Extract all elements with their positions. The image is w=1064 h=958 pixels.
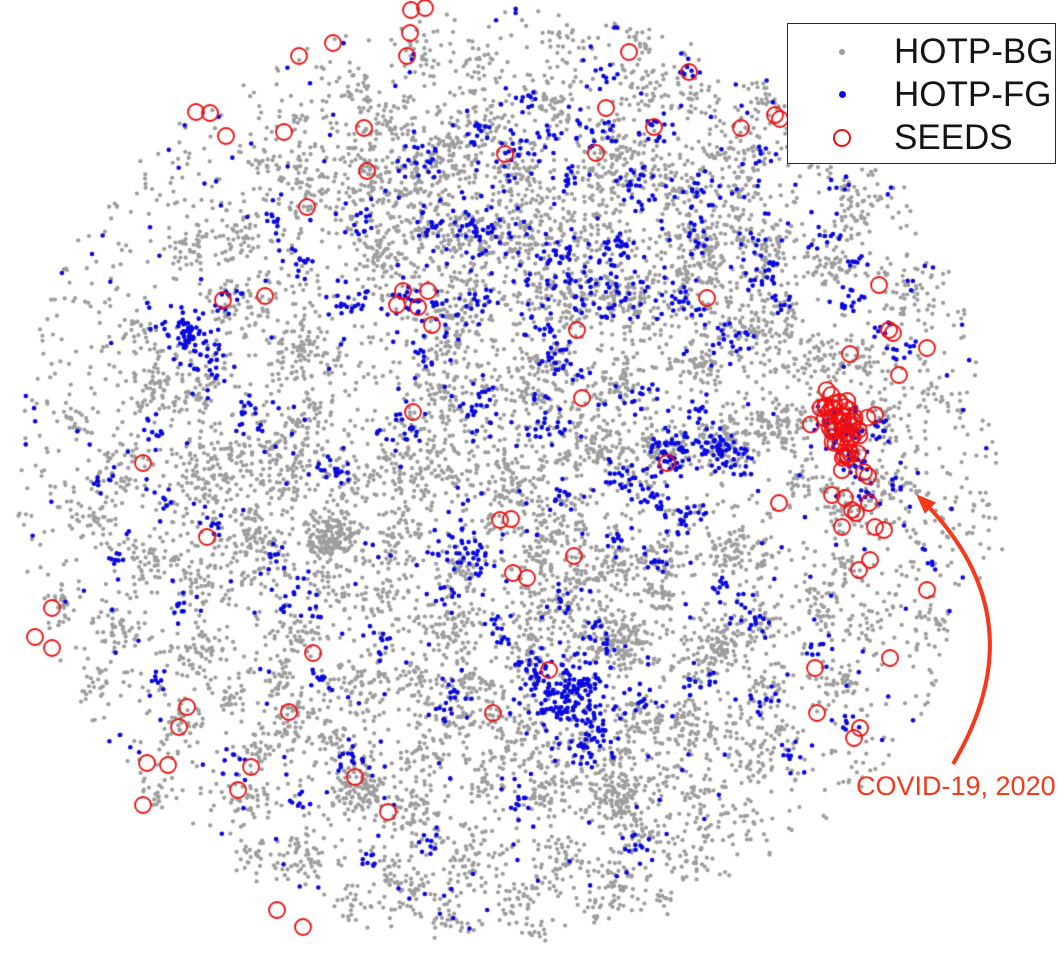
legend-label-hotp-fg: HOTP-FG: [894, 75, 1052, 114]
hotp-fg-dot-icon: [838, 91, 846, 98]
legend-label-hotp-bg: HOTP-BG: [894, 32, 1054, 71]
legend-label-seeds: SEEDS: [894, 118, 1013, 157]
legend-item-seeds: SEEDS: [788, 116, 1055, 159]
hotp-bg-dot-icon: [839, 48, 845, 55]
legend-item-hotp-fg: HOTP-FG: [788, 73, 1055, 116]
annotation-label: COVID-19, 2020: [856, 771, 1056, 801]
legend-item-hotp-bg: HOTP-BG: [788, 30, 1055, 73]
seeds-ring-icon: [833, 128, 851, 147]
legend: HOTP-BG HOTP-FG SEEDS: [787, 23, 1056, 164]
